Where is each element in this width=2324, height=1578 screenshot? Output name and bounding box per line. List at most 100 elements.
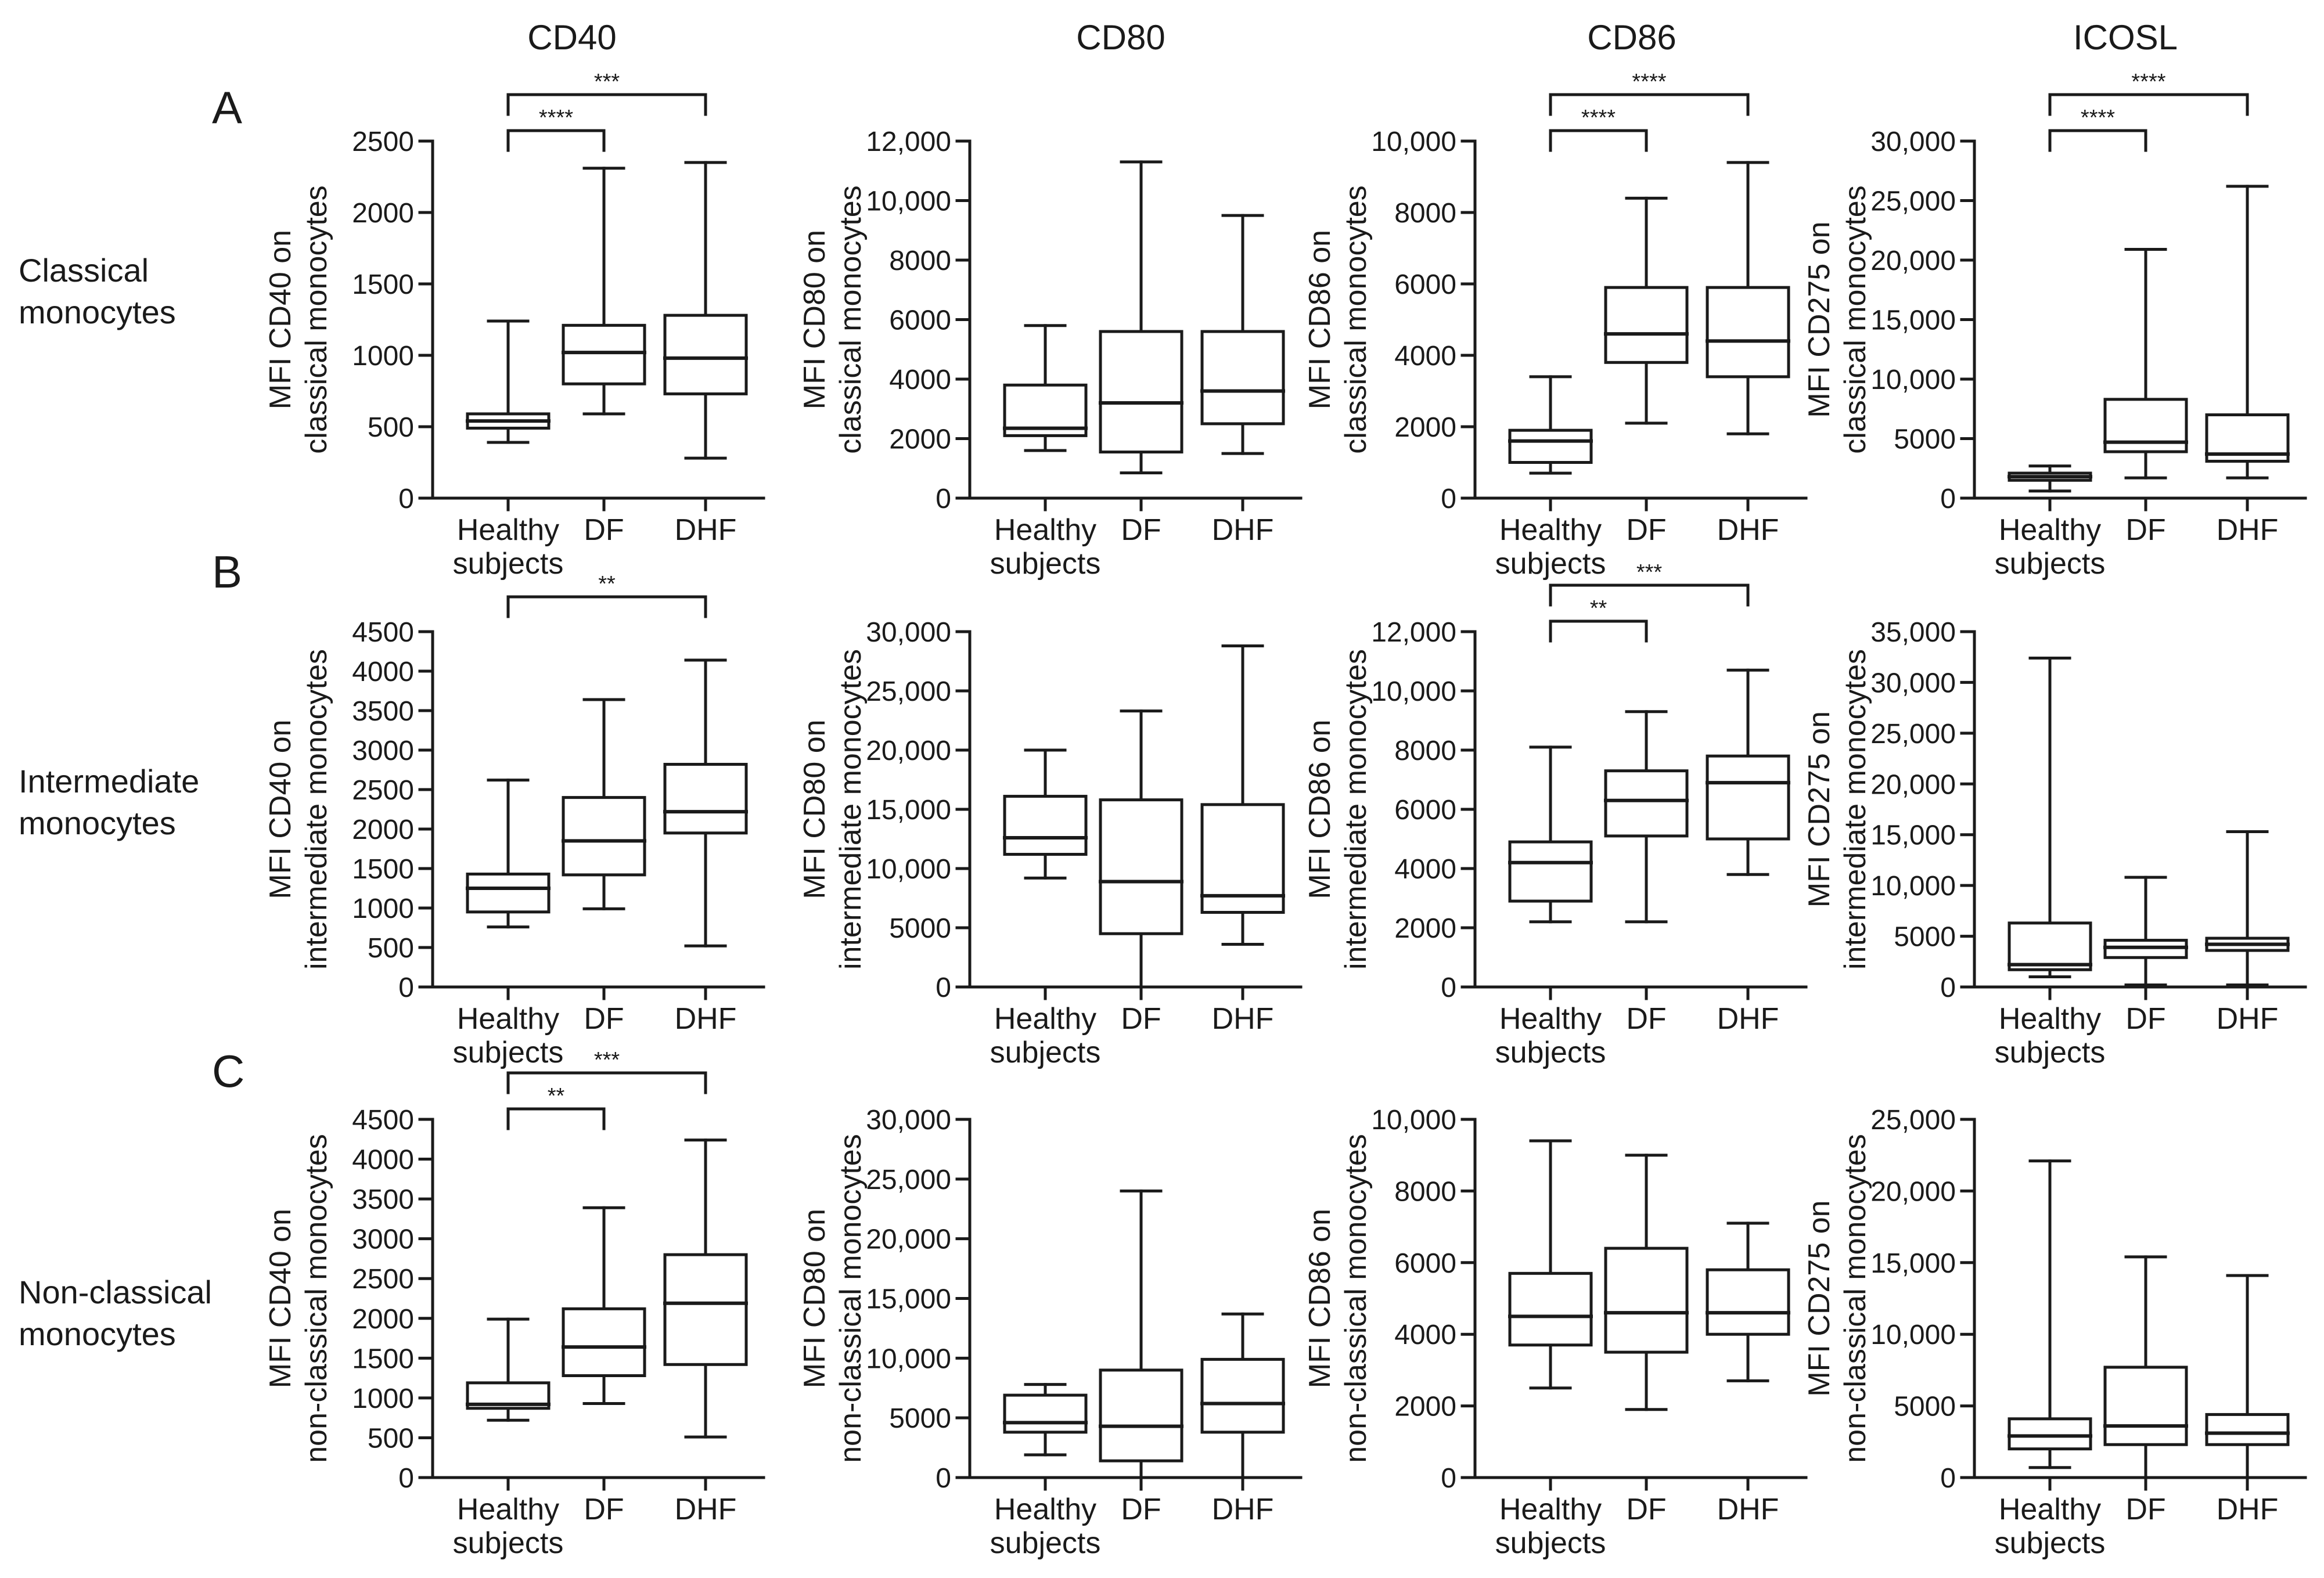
significance-label: **** [1581, 106, 1616, 130]
significance-label: **** [2131, 70, 2165, 94]
y-tick-label: 15,000 [1870, 1248, 1956, 1279]
box [1099, 798, 1183, 935]
y-tick-label: 5000 [1894, 1392, 1956, 1422]
x-tick-label: DHF [1212, 1002, 1274, 1036]
y-tick-label: 2500 [352, 1264, 414, 1295]
y-tick-label: 6000 [1394, 269, 1456, 300]
x-tick-label: subjects [1495, 1526, 1606, 1560]
x-tick-label: subjects [1495, 547, 1606, 581]
y-tick-label: 0 [398, 972, 414, 1003]
y-tick-label: 6000 [1394, 795, 1456, 826]
boxplot-c-cd80: 0 5000 10,000 15,000 20,000 25,000 30,000 MFI C… [798, 1105, 1303, 1560]
y-tick-label: 3000 [352, 1224, 414, 1255]
boxplot-c-cd86: 0 2000 4000 6000 8000 10,000 MFI CD86 on non-cl… [1303, 1105, 1808, 1560]
y-axis-title: MFI CD40 on [264, 1209, 297, 1388]
y-tick-label: 4500 [352, 1105, 414, 1136]
x-tick-label: DHF [1717, 1493, 1779, 1526]
y-axis-title: MFI CD80 on [798, 230, 832, 409]
y-axis-title: MFI CD275 on [1803, 711, 1836, 907]
box [562, 796, 646, 877]
row-label-line: Classical [19, 252, 149, 289]
x-tick-label: subjects [990, 547, 1101, 581]
x-tick-label: DHF [2217, 1002, 2279, 1036]
y-axis-title: non-classical monocytes [1839, 1134, 1872, 1462]
box [1003, 795, 1088, 856]
y-tick-label: 30,000 [866, 617, 951, 648]
y-tick-label: 15,000 [1870, 820, 1956, 851]
boxplot-a-icosl: 0 5000 10,000 15,000 20,000 25,000 30,000 MFI C… [1803, 70, 2307, 581]
y-axis-title: classical monocytes [300, 185, 333, 453]
box [663, 314, 748, 395]
row-label-non-classical: Non-classical monocytes [19, 1271, 212, 1355]
box [2103, 1366, 2188, 1446]
y-tick-label: 0 [936, 972, 951, 1003]
y-tick-label: 6000 [889, 305, 951, 336]
y-tick-label: 10,000 [866, 1343, 951, 1374]
box [1200, 1357, 1285, 1434]
y-tick-label: 3000 [352, 736, 414, 766]
boxplot-a-cd80: 0 2000 4000 6000 8000 10,000 12,000 MFI CD80 on… [798, 127, 1303, 581]
y-tick-label: 5000 [889, 913, 951, 944]
x-tick-label: subjects [453, 1526, 564, 1560]
y-tick-label: 10,000 [1371, 676, 1456, 707]
box [1003, 1393, 1088, 1434]
y-axis-title: intermediate monocytes [1839, 649, 1872, 970]
y-tick-label: 15,000 [866, 795, 951, 826]
x-tick-label: Healthy [1499, 1493, 1602, 1526]
x-tick-label: subjects [453, 547, 564, 581]
y-tick-label: 4500 [352, 617, 414, 648]
y-tick-label: 20,000 [1870, 246, 1956, 276]
significance-label: *** [594, 1048, 620, 1072]
panel-letter-c: C [212, 1046, 245, 1097]
significance-label: *** [1636, 560, 1663, 585]
row-label-line: monocytes [19, 294, 176, 330]
y-tick-label: 10,000 [866, 854, 951, 885]
y-tick-label: 8000 [1394, 736, 1456, 766]
y-tick-label: 5000 [889, 1403, 951, 1434]
y-tick-label: 4000 [889, 365, 951, 395]
panel-letter-a: A [212, 82, 243, 133]
x-tick-label: subjects [1995, 1526, 2106, 1560]
y-tick-label: 2000 [1394, 913, 1456, 944]
y-tick-label: 20,000 [866, 1224, 951, 1255]
y-tick-label: 5000 [1894, 424, 1956, 455]
y-tick-label: 0 [1441, 1463, 1456, 1494]
significance-label: ** [1590, 596, 1607, 621]
y-tick-label: 0 [936, 484, 951, 514]
box [466, 873, 551, 914]
row-label-line: monocytes [19, 1316, 176, 1352]
x-tick-label: Healthy [994, 1493, 1096, 1526]
column-title-cd80: CD80 [1076, 18, 1165, 57]
y-axis-title: MFI CD40 on [264, 230, 297, 409]
y-axis-title: MFI CD275 on [1803, 1200, 1836, 1396]
boxplot-c-icosl: 0 5000 10,000 15,000 20,000 25,000 MFI CD275 o… [1803, 1105, 2307, 1560]
y-axis-title: classical monocytes [1839, 185, 1872, 453]
y-tick-label: 25,000 [866, 676, 951, 707]
y-tick-label: 500 [368, 1423, 414, 1454]
y-tick-label: 25,000 [1870, 1105, 1956, 1136]
y-tick-label: 1500 [352, 269, 414, 300]
y-axis-title: MFI CD40 on [264, 719, 297, 899]
x-tick-label: DF [1626, 1493, 1666, 1526]
y-tick-label: 2500 [352, 775, 414, 806]
box [2205, 1413, 2290, 1446]
x-tick-label: DHF [675, 1002, 737, 1036]
significance-label: *** [594, 70, 620, 94]
box [1508, 428, 1593, 464]
x-tick-label: DHF [2217, 1493, 2279, 1526]
y-tick-label: 0 [1441, 972, 1456, 1003]
y-tick-label: 20,000 [866, 736, 951, 766]
y-tick-label: 10,000 [1870, 1320, 1956, 1350]
x-tick-label: DF [1121, 513, 1161, 547]
x-tick-label: DHF [675, 1493, 737, 1526]
y-tick-label: 4000 [352, 1145, 414, 1176]
x-tick-label: DF [1626, 1002, 1666, 1036]
x-tick-label: subjects [990, 1526, 1101, 1560]
y-axis-title: intermediate monocytes [1339, 649, 1373, 970]
box [2008, 921, 2092, 971]
y-tick-label: 0 [936, 1463, 951, 1494]
y-tick-label: 2000 [352, 1304, 414, 1335]
x-tick-label: DF [2125, 1493, 2165, 1526]
x-tick-label: Healthy [1499, 1002, 1602, 1036]
